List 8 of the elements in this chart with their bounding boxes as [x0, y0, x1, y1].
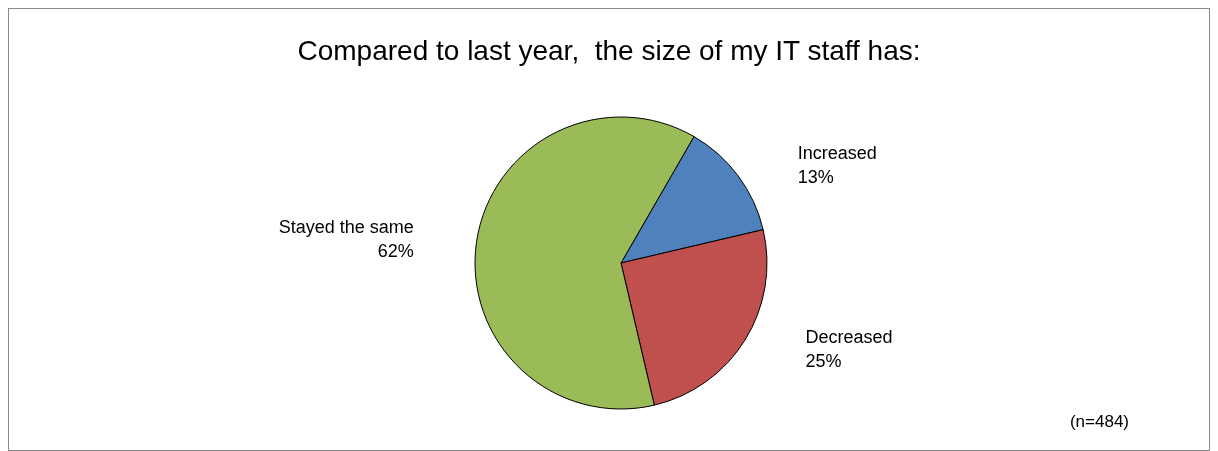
slice-label: Increased	[797, 143, 877, 164]
text: (n=484)	[1069, 412, 1130, 431]
slice-label: Stayed the same	[278, 217, 414, 238]
data-label: 62%	[377, 241, 414, 262]
chart-title: Compared to last year, the size of my IT staff has:	[297, 34, 921, 66]
slice-label: Decreased	[805, 327, 893, 348]
data-label: 25%	[805, 351, 842, 372]
data-label: 13%	[797, 167, 834, 188]
